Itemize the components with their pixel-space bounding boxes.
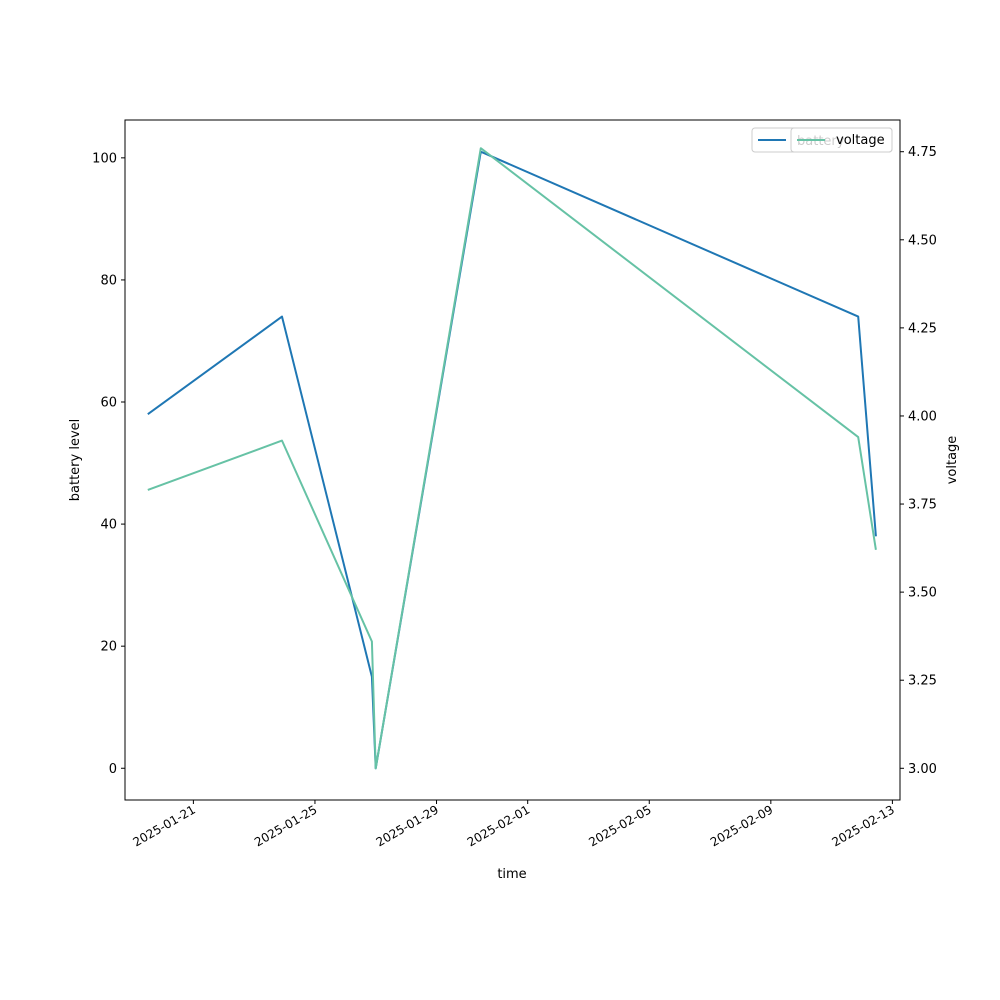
legend-voltage: voltage xyxy=(790,127,893,153)
y-left-tick-label: 40 xyxy=(100,518,117,533)
y-left-tick-label: 100 xyxy=(92,151,117,166)
x-axis-label: time xyxy=(497,867,526,882)
y-axis-right: 3.00 3.25 3.50 3.75 4.00 4.25 4.50 4.75 xyxy=(900,145,937,777)
y-axis-right-label: voltage xyxy=(945,436,960,485)
y-axis-left: 0 20 40 60 80 100 xyxy=(92,151,125,777)
y-left-tick-label: 80 xyxy=(100,273,117,288)
y-right-tick-label: 3.00 xyxy=(908,762,937,777)
legend-voltage-box xyxy=(790,127,893,153)
y-right-tick-label: 3.75 xyxy=(908,498,937,513)
plot-area-frame xyxy=(124,119,901,801)
y-left-tick-label: 60 xyxy=(100,396,117,411)
legend-voltage-label: voltage xyxy=(836,133,885,148)
y-left-tick-label: 0 xyxy=(109,762,117,777)
y-axis-left-label: battery level xyxy=(68,419,83,502)
y-right-tick-label: 3.25 xyxy=(908,674,937,689)
y-right-tick-label: 4.50 xyxy=(908,233,937,248)
y-right-tick-label: 4.75 xyxy=(908,145,937,160)
y-right-tick-label: 4.25 xyxy=(908,321,937,336)
y-right-tick-label: 3.50 xyxy=(908,586,937,601)
y-left-tick-label: 20 xyxy=(100,640,117,655)
series-voltage-line xyxy=(147,147,877,770)
y-right-tick-label: 4.00 xyxy=(908,409,937,424)
plot-lines xyxy=(147,147,877,770)
